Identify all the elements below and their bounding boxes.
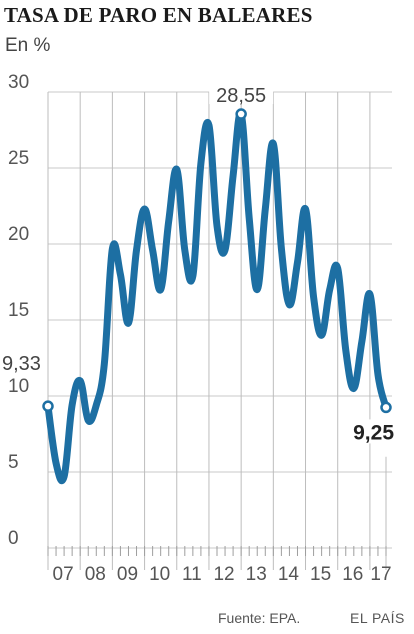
x-tick-label: 10 [149,564,170,585]
series-line-paro [44,109,390,485]
x-tick-label: 16 [342,564,363,585]
x-tick-label: 07 [53,564,74,585]
y-tick-labels: 0 5 10 15 20 25 30 [8,72,29,549]
y-tick-label: 15 [8,300,29,321]
x-tick-label: 14 [278,564,300,585]
y-tick-label: 30 [8,72,29,93]
y-tick-label: 0 [8,528,19,549]
y-tick-label: 10 [8,376,29,397]
x-tick-label: 13 [246,564,267,585]
annotation-label-bg [209,82,274,105]
y-tick-label: 20 [8,224,29,245]
annotation-label: 9,25 [353,421,394,444]
annotation-marker [235,108,247,120]
annotations-layer: 9,33 28,55 9,25 [2,82,396,444]
source-note: Fuente: EPA. [218,610,301,626]
annotation-label-bg [342,419,396,444]
x-tick-label: 09 [117,564,138,585]
annotation-label: 28,55 [216,85,266,107]
annotation-marker [42,400,54,412]
publisher-logo: EL PAÍS [350,610,405,626]
x-axis: 07 08 09 10 11 12 13 14 15 16 17 [47,546,392,585]
chart-subtitle: En % [5,35,51,56]
x-tick-label: 17 [370,564,391,585]
x-tick-label: 15 [310,564,331,585]
series-layer [44,109,390,485]
x-tick-label: 08 [85,564,106,585]
y-tick-label: 25 [8,148,29,169]
line-chart: 0 5 10 15 20 25 30 07 08 09 10 11 12 13 14 15 16 17 9,33… [2,72,396,585]
annotation-marker [380,401,392,414]
x-tick-label: 11 [182,564,202,585]
chart-title: TASA DE PARO EN BALEARES [4,3,313,27]
x-tick-label: 12 [213,564,234,585]
y-tick-label: 5 [8,452,19,473]
annotation-label: 9,33 [2,353,41,375]
